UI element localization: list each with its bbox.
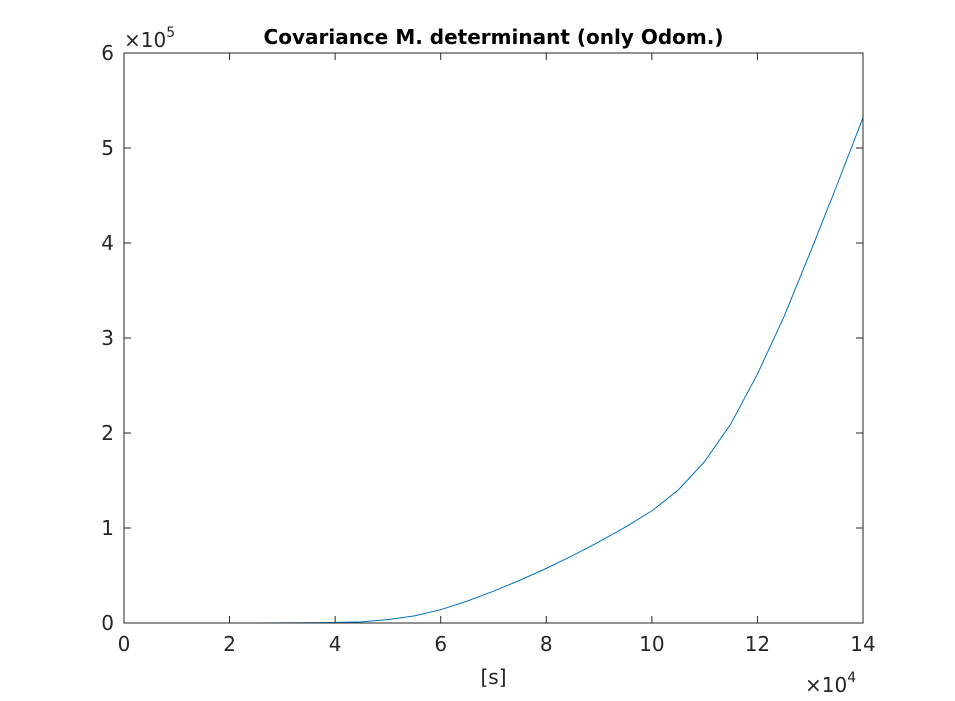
- y-multiplier-exponent: 5: [166, 25, 175, 41]
- x-tick-label: 10: [639, 632, 664, 656]
- y-tick-label: 2: [101, 421, 114, 445]
- y-tick-labels: 0 1 2 3 4 5 6: [101, 41, 114, 635]
- x-tick-labels: 0 2 4 6 8 10 12 14: [118, 632, 876, 656]
- y-tick-label: 4: [101, 231, 114, 255]
- y-tick-label: 6: [101, 41, 114, 65]
- x-axis-label: [s]: [480, 665, 506, 689]
- y-multiplier-base: ×10: [124, 28, 166, 52]
- y-tick-label: 3: [101, 326, 114, 350]
- x-tick-label: 14: [850, 632, 875, 656]
- y-tick-label: 1: [101, 516, 114, 540]
- y-axis-multiplier: ×105: [124, 25, 175, 52]
- x-axis-multiplier: ×104: [805, 670, 856, 697]
- x-tick-label: 12: [745, 632, 770, 656]
- x-tick-label: 8: [540, 632, 553, 656]
- x-multiplier-base: ×10: [805, 673, 847, 697]
- chart-title: Covariance M. determinant (only Odom.): [264, 25, 724, 49]
- plot-frame: [123, 52, 864, 624]
- y-tick-label: 0: [101, 611, 114, 635]
- x-tick-label: 2: [223, 632, 236, 656]
- y-tick-label: 5: [101, 136, 114, 160]
- x-multiplier-exponent: 4: [847, 670, 856, 686]
- x-tick-label: 4: [329, 632, 342, 656]
- plot-area: [124, 53, 863, 623]
- x-tick-label: 0: [118, 632, 131, 656]
- x-tick-label: 6: [434, 632, 447, 656]
